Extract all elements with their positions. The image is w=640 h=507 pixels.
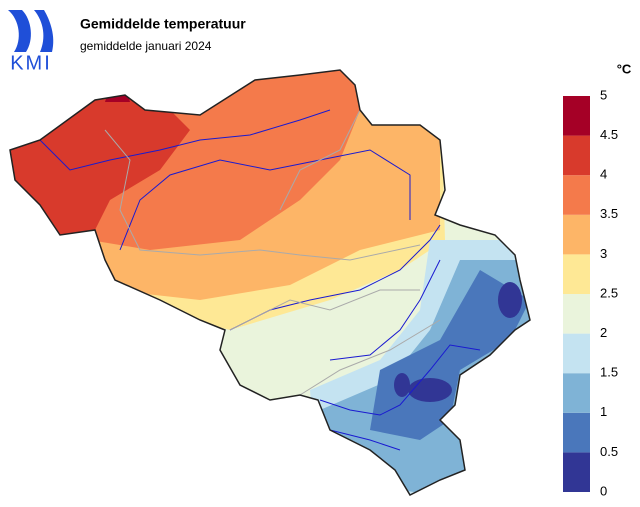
colorbar-bin	[563, 96, 590, 136]
colorbar-tick-label: 2	[600, 325, 607, 340]
colorbar-tick-label: 1.5	[600, 365, 618, 380]
colorbar-tick-label: 0.5	[600, 444, 618, 459]
colorbar-bin	[563, 294, 590, 334]
legend-title: °C	[617, 61, 632, 76]
title: Gemiddelde temperatuur	[80, 16, 246, 32]
colorbar: 0 0.5 1 1.5 2 2.5 3 3.5 4 4.5 5	[563, 87, 618, 498]
colorbar-tick-label: 2.5	[600, 285, 618, 300]
colorbar-bin	[563, 175, 590, 215]
colorbar-bin	[563, 135, 590, 176]
colorbar-tick-label: 1	[600, 404, 607, 419]
logo: KMI	[8, 10, 54, 74]
colorbar-bin	[563, 333, 590, 374]
colorbar-bin	[563, 412, 590, 453]
colorbar-bin	[563, 254, 590, 294]
colorbar-tick-label: 3.5	[600, 206, 618, 221]
logo-text: KMI	[10, 52, 52, 74]
colorbar-tick-label: 4	[600, 167, 607, 182]
colorbar-bin	[563, 373, 590, 413]
country-outline	[9, 69, 531, 496]
colorbar-bin	[563, 214, 590, 255]
colorbar-tick-label: 3	[600, 246, 607, 261]
colorbar-tick-label: 4.5	[600, 127, 618, 142]
colorbar-bin	[563, 452, 590, 492]
subtitle: gemiddelde januari 2024	[80, 39, 212, 53]
colorbar-tick-label: 0	[600, 483, 607, 498]
colorbar-tick-label: 5	[600, 87, 607, 102]
